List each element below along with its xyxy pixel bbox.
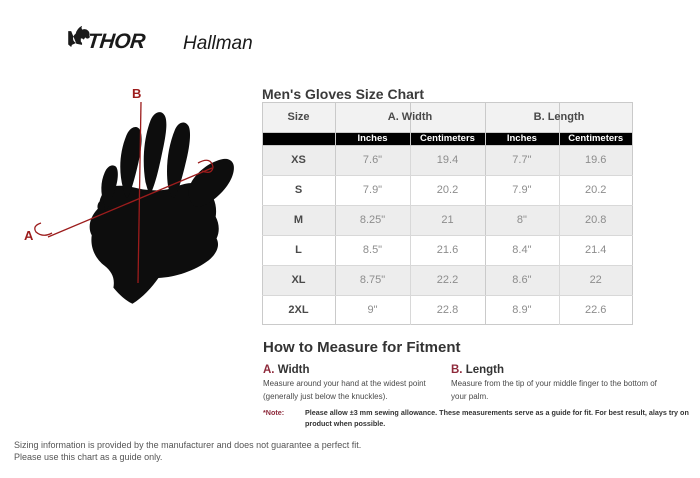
svg-text:A: A — [24, 228, 34, 243]
svg-text:B: B — [132, 86, 141, 101]
